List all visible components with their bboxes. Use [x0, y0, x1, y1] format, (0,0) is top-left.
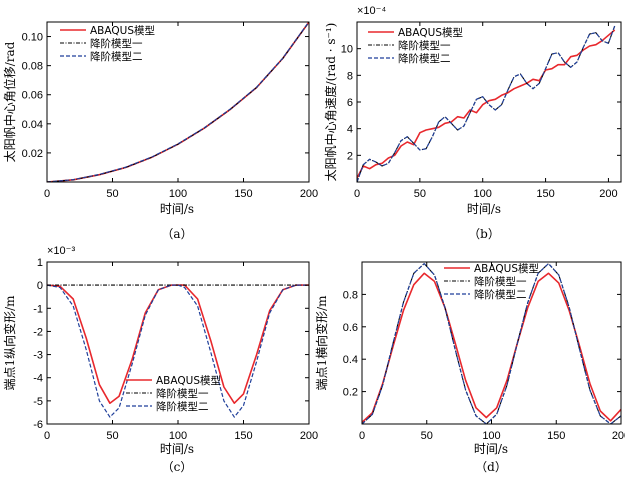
panel-caption: （c）: [162, 460, 193, 474]
y-tick-label: 0.4: [343, 354, 358, 366]
x-tick-label: 50: [414, 188, 426, 200]
y-axis-label: 太阳帆中心角位移/rad: [2, 41, 17, 162]
y-tick-label: 8: [347, 70, 353, 82]
y-tick-label: -6: [33, 419, 43, 431]
y-tick-label: 0.08: [22, 61, 43, 73]
axis-exponent: ×10⁻³: [47, 245, 75, 257]
y-tick-label: -4: [33, 373, 43, 385]
x-tick-label: 50: [421, 430, 433, 442]
panel-caption: （a）: [161, 227, 192, 241]
x-tick-label: 200: [300, 188, 318, 200]
y-tick-label: 10: [341, 44, 353, 56]
legend-label: 降阶模型一: [156, 387, 209, 400]
x-tick-label: 100: [169, 430, 187, 442]
x-tick-label: 200: [612, 430, 625, 442]
y-tick-label: 0: [37, 280, 43, 292]
x-tick-label: 50: [106, 188, 118, 200]
x-tick-label: 100: [169, 188, 187, 200]
panel-d: 0 50 100 150 200 0.2 0.4 0.6 0.8 时间/s 端点1横向变形/m （d）…: [314, 261, 625, 474]
series-line-2: [47, 22, 309, 182]
y-tick-label: 2: [347, 150, 353, 162]
legend-label: 降阶模型一: [90, 37, 143, 50]
y-tick-label: 0.04: [22, 119, 43, 131]
y-tick-label: -3: [33, 350, 43, 362]
panel-c: 0 50 100 150 200 -6 -5 -4 -3 -2 -1 0 1 ×10⁻³ 时间/s 端点1纵向…: [2, 245, 318, 474]
legend-label: 降阶模型二: [156, 400, 209, 413]
legend-label: ABAQUS模型: [90, 24, 155, 37]
y-tick-label: 0.8: [343, 289, 358, 301]
plot-frame: [356, 21, 622, 183]
y-axis-label: 端点1横向变形/m: [314, 295, 329, 391]
x-tick-label: 200: [599, 188, 617, 200]
x-tick-label: 50: [106, 430, 118, 442]
legend-label: ABAQUS模型: [398, 26, 463, 39]
panel-caption: （d）: [475, 460, 507, 474]
series-line-3: [362, 263, 621, 424]
legend-label: 降阶模型一: [474, 275, 527, 288]
panel-a: 0 50 100 150 200 0.02 0.04 0.06 0.08 0.10 时间/s 太阳帆中…: [2, 21, 318, 241]
legend-label: 降阶模型二: [90, 50, 143, 63]
x-tick-label: 0: [44, 430, 50, 442]
x-axis-label: 时间/s: [160, 442, 194, 456]
x-axis-label: 时间/s: [467, 202, 501, 216]
series-line-1: [47, 22, 309, 182]
series-line-2: [357, 25, 616, 182]
y-axis-label: 端点1纵向变形/m: [2, 295, 17, 391]
y-tick-label: 4: [347, 124, 353, 136]
x-tick-label: 150: [234, 430, 252, 442]
y-tick-label: 0.10: [22, 32, 43, 44]
plot-frame: [46, 21, 310, 183]
y-tick-label: 0.02: [22, 148, 43, 160]
x-tick-label: 200: [300, 430, 318, 442]
x-axis-label: 时间/s: [160, 202, 194, 216]
y-axis-label: 太阳帆中心角速度/(rad · s⁻¹): [323, 23, 338, 182]
y-tick-label: -5: [33, 396, 43, 408]
x-tick-label: 150: [536, 188, 554, 200]
axis-exponent: ×10⁻⁴: [357, 5, 386, 17]
y-tick-label: 1: [37, 257, 43, 269]
legend-label: 降阶模型一: [398, 39, 451, 52]
y-tick-label: 0.2: [343, 387, 358, 399]
y-tick-label: -1: [33, 303, 43, 315]
x-tick-label: 150: [234, 188, 252, 200]
series-line-3: [47, 284, 309, 418]
legend-label: 降阶模型二: [474, 288, 527, 301]
x-tick-label: 0: [359, 430, 365, 442]
y-tick-label: -2: [33, 326, 43, 338]
x-tick-label: 100: [474, 188, 492, 200]
x-axis-label: 时间/s: [474, 442, 508, 456]
panel-b: 0 50 100 150 200 2 4 6 8 10 ×10⁻⁴ 时间/s 太阳帆中心角速度/(rad…: [323, 5, 622, 241]
x-tick-label: 0: [354, 188, 360, 200]
series-line-2: [362, 263, 621, 424]
legend-label: ABAQUS模型: [156, 374, 221, 387]
y-tick-label: 6: [347, 97, 353, 109]
legend-label: ABAQUS模型: [474, 262, 539, 275]
series-line-1: [357, 29, 616, 179]
y-tick-label: 0.06: [22, 90, 43, 102]
panel-caption: （b）: [468, 227, 500, 241]
series-line-3: [47, 22, 309, 182]
legend-label: 降阶模型二: [398, 52, 451, 65]
x-tick-label: 100: [482, 430, 500, 442]
x-tick-label: 150: [547, 430, 565, 442]
series-line-3: [357, 25, 616, 182]
x-tick-label: 0: [44, 188, 50, 200]
y-tick-label: 0.6: [343, 322, 358, 334]
